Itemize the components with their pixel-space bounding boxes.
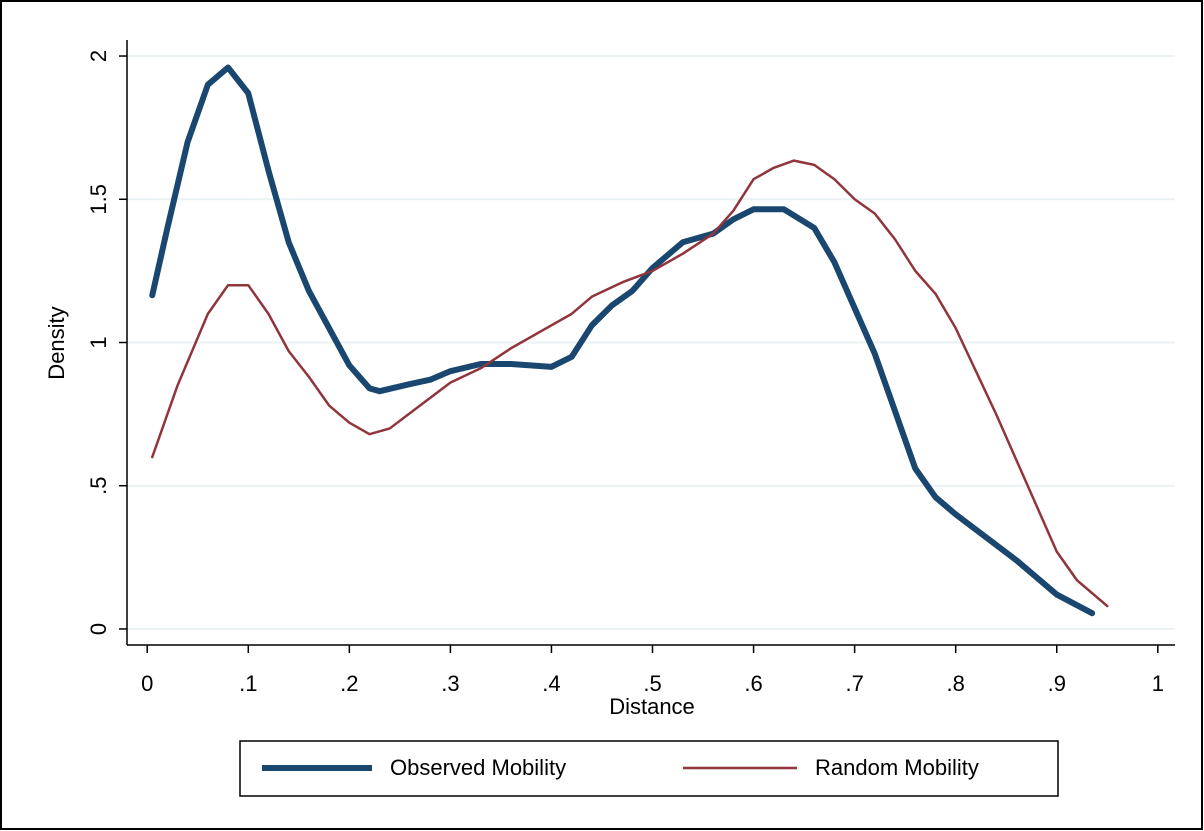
x-axis-label: Distance [609,694,695,719]
x-tick-label: .7 [845,671,863,696]
y-tick-label: 0 [86,623,111,635]
x-tick-label: .8 [947,671,965,696]
line-series [149,64,1096,617]
line-series [151,159,1109,608]
y-tick-label: 2 [86,50,111,62]
legend-label: Observed Mobility [390,755,566,780]
x-tick-label: .1 [239,671,257,696]
x-tick-label: .6 [744,671,762,696]
x-tick-label: .9 [1048,671,1066,696]
legend-label: Random Mobility [815,755,979,780]
x-tick-label: 0 [141,671,153,696]
x-tick-label: .5 [643,671,661,696]
x-tick-label: 1 [1152,671,1164,696]
x-tick-label: .4 [542,671,560,696]
x-tick-label: .3 [441,671,459,696]
x-tick-label: .2 [340,671,358,696]
legend-box [239,740,1059,797]
y-tick-label: .5 [86,477,111,495]
y-tick-label: 1.5 [86,184,111,215]
y-tick-label: 1 [86,336,111,348]
y-axis-label: Density [44,306,69,379]
